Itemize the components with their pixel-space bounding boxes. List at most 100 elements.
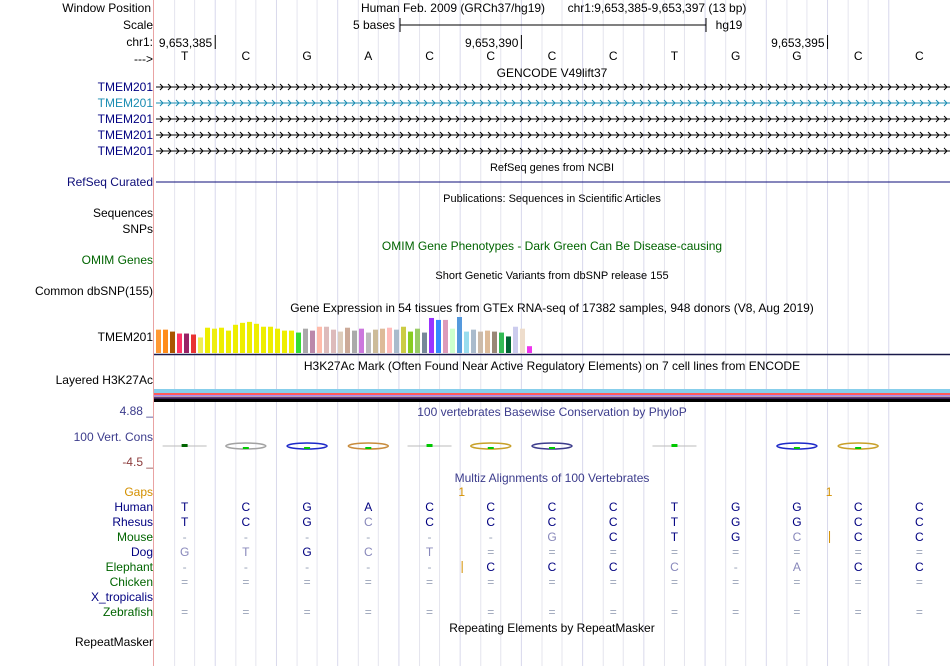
track-label-rhesus[interactable]: Rhesus — [112, 515, 153, 529]
track-label-tmem201[interactable]: TMEM201 — [97, 80, 153, 94]
strand-arrow — [511, 83, 516, 91]
strand-arrow — [407, 147, 412, 155]
base-letter: A — [364, 49, 372, 63]
strand-arrow — [559, 115, 564, 123]
strand-arrow — [767, 147, 772, 155]
strand-arrow — [327, 115, 332, 123]
strand-arrow — [231, 147, 236, 155]
track-label-4-88[interactable]: 4.88 _ — [119, 404, 153, 418]
track-label-tmem201[interactable]: TMEM201 — [97, 96, 153, 110]
strand-arrow — [911, 83, 916, 91]
strand-arrow — [727, 131, 732, 139]
gtex-bar — [184, 333, 189, 353]
track-label-tmem201[interactable]: TMEM201 — [97, 112, 153, 126]
track-label-omim-genes[interactable]: OMIM Genes — [81, 253, 153, 267]
strand-arrow — [167, 99, 172, 107]
strand-arrow — [455, 147, 460, 155]
track-label-scale[interactable]: Scale — [122, 18, 153, 32]
track-label-repeatmasker[interactable]: RepeatMasker — [74, 635, 153, 649]
track-label-layered-h3k27ac[interactable]: Layered H3K27Ac — [55, 373, 153, 387]
base-letter: T — [181, 49, 189, 63]
track-label-chicken[interactable]: Chicken — [109, 575, 153, 589]
strand-arrow — [791, 147, 796, 155]
track-label-refseq-curated[interactable]: RefSeq Curated — [66, 175, 153, 189]
strand-arrow — [671, 99, 676, 107]
alignment-base: = — [181, 575, 188, 589]
track-label-gaps[interactable]: Gaps — [124, 485, 153, 499]
strand-arrow — [375, 147, 380, 155]
strand-arrow — [847, 147, 852, 155]
strand-arrow — [447, 131, 452, 139]
strand-arrow — [687, 131, 692, 139]
strand-arrow — [807, 131, 812, 139]
strand-arrow — [799, 115, 804, 123]
strand-arrow — [439, 115, 444, 123]
track-label-tmem201[interactable]: TMEM201 — [97, 330, 153, 344]
strand-arrow — [311, 115, 316, 123]
strand-arrow — [183, 115, 188, 123]
strand-arrow — [543, 115, 548, 123]
strand-arrow — [343, 131, 348, 139]
strand-arrow — [863, 83, 868, 91]
gtex-bar — [513, 326, 518, 353]
strand-arrow — [855, 99, 860, 107]
ruler-position-label: 9,653,385 — [159, 36, 213, 50]
alignment-base: C — [854, 560, 863, 574]
alignment-base: G — [302, 545, 311, 559]
track-label-human[interactable]: Human — [114, 500, 153, 514]
strand-arrow — [167, 131, 172, 139]
track-label-100-vert-cons[interactable]: 100 Vert. Cons — [73, 430, 153, 444]
track-label-elephant[interactable]: Elephant — [105, 560, 153, 574]
alignment-base: = — [487, 575, 494, 589]
track-label-4-5[interactable]: -4.5 _ — [122, 455, 153, 469]
phylop-mark — [671, 444, 678, 447]
strand-arrow — [287, 83, 292, 91]
strand-arrow — [247, 83, 252, 91]
gene-track-2 — [156, 99, 950, 107]
phylop-mark-accent — [793, 447, 800, 449]
alignment-base: C — [915, 530, 924, 544]
strand-arrow — [319, 147, 324, 155]
strand-arrow — [431, 99, 436, 107]
strand-arrow — [767, 131, 772, 139]
strand-arrow — [799, 147, 804, 155]
strand-arrow — [479, 99, 484, 107]
strand-arrow — [647, 147, 652, 155]
alignment-base: C — [915, 560, 924, 574]
strand-arrow — [263, 83, 268, 91]
strand-arrow — [447, 115, 452, 123]
track-label-sequences[interactable]: Sequences — [92, 206, 153, 220]
strand-arrow — [783, 147, 788, 155]
track-label-[interactable]: ---> — [134, 52, 153, 66]
track-label-common-dbsnp-155[interactable]: Common dbSNP(155) — [34, 284, 153, 298]
alignment-base: - — [244, 530, 248, 544]
strand-arrow — [327, 147, 332, 155]
track-label-tmem201[interactable]: TMEM201 — [97, 144, 153, 158]
strand-arrow — [335, 115, 340, 123]
strand-arrow — [255, 147, 260, 155]
strand-arrow — [807, 147, 812, 155]
alignment-base: C — [242, 500, 251, 514]
track-label-snps[interactable]: SNPs — [122, 222, 153, 236]
track-label-zebrafish[interactable]: Zebrafish — [102, 605, 153, 619]
base-letter: G — [302, 49, 311, 63]
track-label-chr1[interactable]: chr1: — [126, 35, 153, 49]
strand-arrow — [735, 147, 740, 155]
alignment-base: C — [854, 500, 863, 514]
track-label-dog[interactable]: Dog — [130, 545, 153, 559]
track-label-tmem201[interactable]: TMEM201 — [97, 128, 153, 142]
track-label-mouse[interactable]: Mouse — [116, 530, 153, 544]
alignment-base: = — [793, 605, 800, 619]
strand-arrow — [775, 147, 780, 155]
track-label-x-tropicalis[interactable]: X_tropicalis — [90, 590, 153, 604]
strand-arrow — [727, 147, 732, 155]
strand-arrow — [359, 131, 364, 139]
gtex-bar — [338, 331, 343, 353]
alignment-base: T — [671, 530, 679, 544]
strand-arrow — [199, 147, 204, 155]
strand-arrow — [407, 115, 412, 123]
track-label-window-position[interactable]: Window Position — [62, 1, 151, 15]
strand-arrow — [535, 115, 540, 123]
